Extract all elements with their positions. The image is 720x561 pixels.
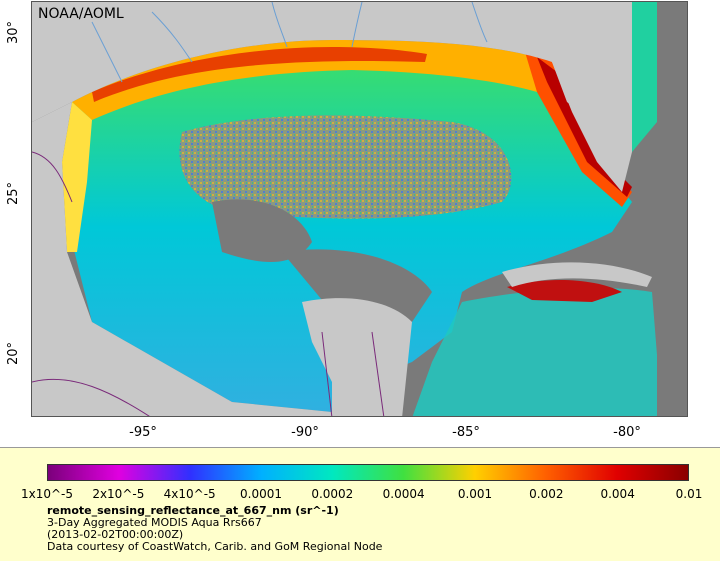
- colorbar: [47, 464, 689, 481]
- nodata-strip-east: [657, 2, 687, 416]
- colorbar-label: 0.004: [600, 487, 635, 501]
- lon-tick-90: -90°: [291, 425, 319, 440]
- credit-label: NOAA/AOML: [38, 6, 124, 22]
- lon-tick-85: -85°: [452, 425, 480, 440]
- colorbar-label: 0.0001: [240, 487, 282, 501]
- dataset-description: 3-Day Aggregated MODIS Aqua Rrs667: [47, 516, 262, 529]
- data-courtesy: Data courtesy of CoastWatch, Carib. and …: [47, 540, 383, 553]
- northern-coastal-band: [72, 40, 567, 120]
- colorbar-label: 0.0002: [311, 487, 354, 501]
- reflectance-map[interactable]: [32, 2, 688, 417]
- legend-panel: remote_sensing_reflectance_at_667_nm (sr…: [0, 447, 720, 561]
- borders: [32, 151, 385, 416]
- variable-name: remote_sensing_reflectance_at_667_nm (sr…: [47, 504, 339, 517]
- yucatan-land: [302, 298, 412, 416]
- us-gulf-coast-land: [32, 2, 622, 122]
- colorbar-label: 1x10^-5: [20, 487, 74, 501]
- colorbar-label: 0.001: [457, 487, 493, 501]
- nodata-patch-south: [282, 249, 432, 322]
- rivers: [91, 2, 488, 83]
- lon-tick-80: -80°: [613, 425, 641, 440]
- colorbar-label: 0.0004: [382, 487, 425, 501]
- caribbean-water-field: [412, 287, 662, 416]
- lat-tick-20: 20°: [6, 341, 21, 365]
- map-frame[interactable]: NOAA/AOML: [31, 1, 688, 417]
- legend-text: remote_sensing_reflectance_at_667_nm (sr…: [47, 505, 382, 553]
- colorbar-label: 2x10^-5: [92, 487, 145, 501]
- lat-tick-25: 25°: [6, 181, 21, 205]
- nodata-patch-west: [212, 199, 312, 262]
- colorbar-label: 0.01: [675, 487, 703, 501]
- colorbar-label: 4x10^-5: [163, 487, 216, 501]
- northern-coastal-red: [92, 47, 427, 102]
- florida-peninsula-land: [552, 2, 632, 192]
- lat-tick-30: 30°: [6, 20, 21, 44]
- mexico-land: [32, 102, 332, 416]
- dataset-date: (2013-02-02T00:00:00Z): [47, 528, 184, 541]
- central-gulf-speckle: [179, 115, 512, 219]
- colorbar-label: 0.002: [529, 487, 564, 501]
- cuba-land: [502, 262, 652, 287]
- cuba-coastal-red: [507, 280, 622, 302]
- lon-tick-95: -95°: [129, 425, 157, 440]
- west-shelf-band: [62, 102, 92, 252]
